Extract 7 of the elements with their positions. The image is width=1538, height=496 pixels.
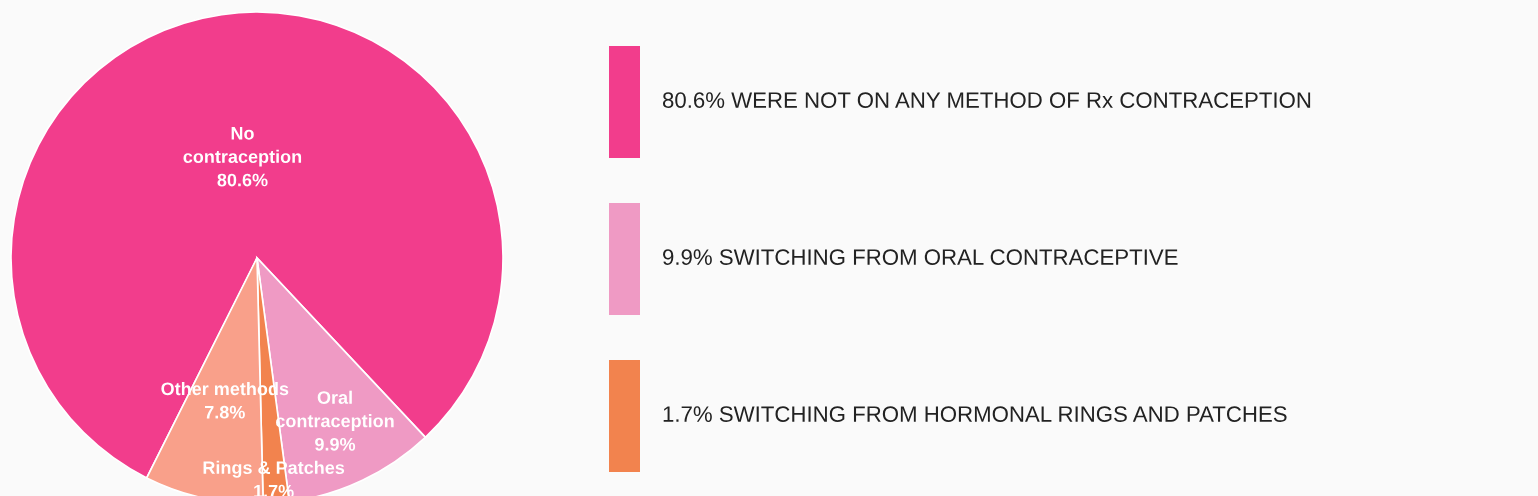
data-label: 7.8% xyxy=(205,405,245,419)
text: 9.9% SWITCHING FROM ORAL CONTRACEPTIVE xyxy=(663,249,1178,265)
text: 1.7% SWITCHING FROM HORMONAL RINGS AND PATCHES xyxy=(663,406,1287,422)
data-label: 80.6% xyxy=(217,173,268,187)
data-label: 9.9% xyxy=(315,437,356,451)
text: 80.6% WERE NOT ON ANY METHOD OF Rx CONTRACEPTION xyxy=(662,92,1311,108)
slice-label: No contraception xyxy=(183,127,302,167)
